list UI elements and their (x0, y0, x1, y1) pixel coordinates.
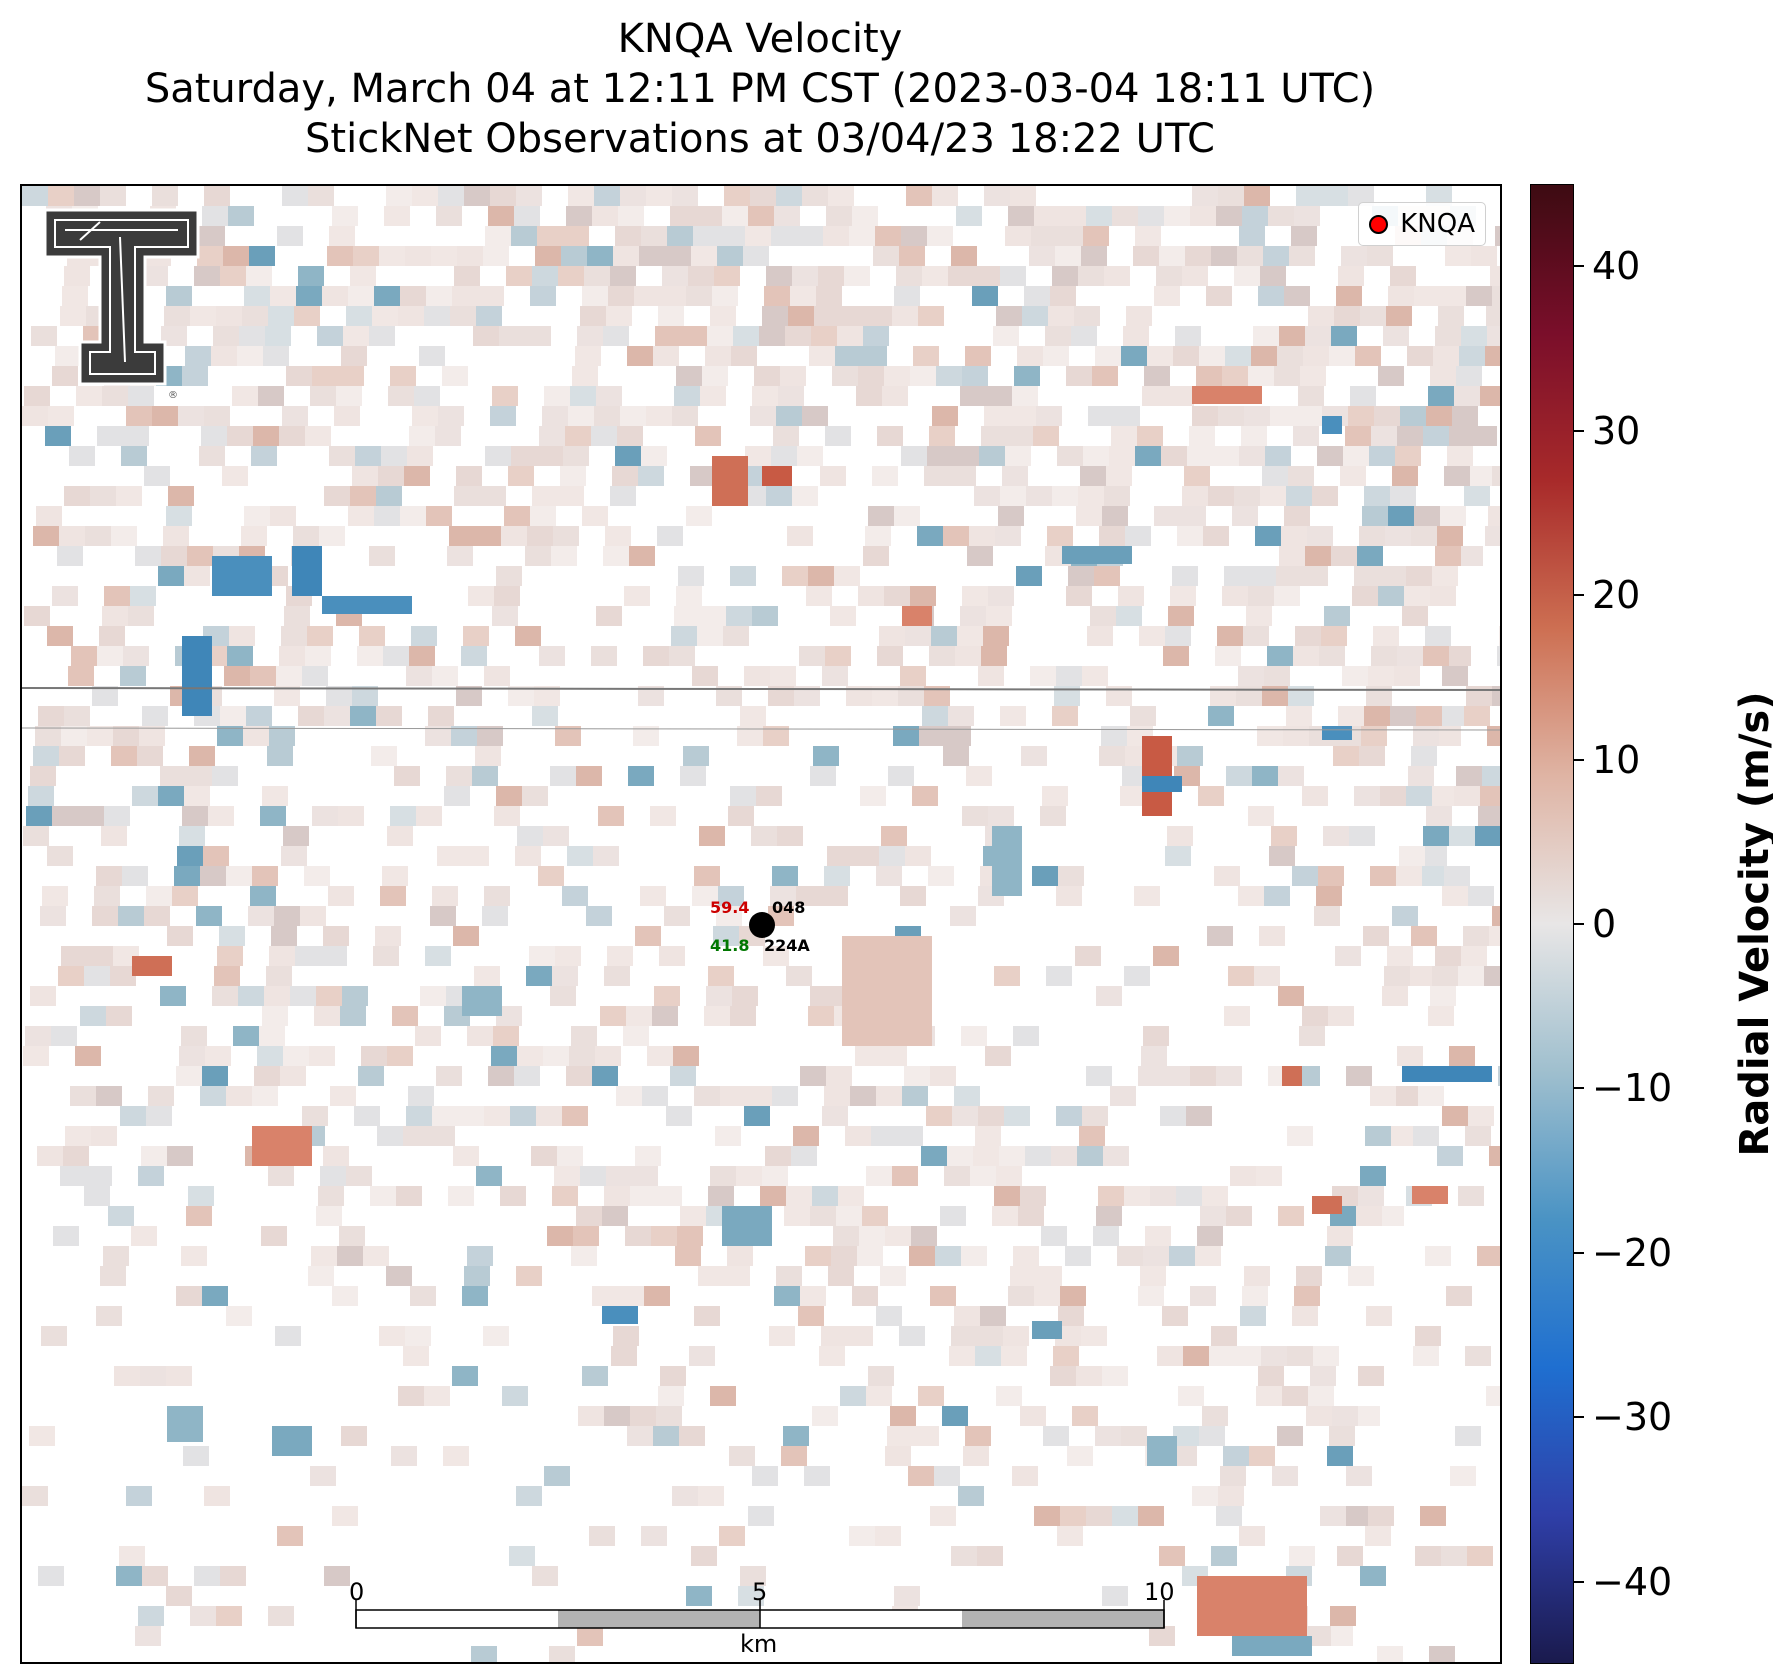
colorbar-tick-label: −40 (1592, 1559, 1673, 1604)
colorbar-tick-mark (1574, 1251, 1584, 1254)
scale-bar-unit: km (740, 1630, 778, 1658)
radar-velocity-field (22, 186, 1500, 1662)
radar-site-marker-icon (1369, 214, 1389, 234)
sticknet-station-marker (749, 912, 775, 938)
station-id-upper: 048 (772, 898, 806, 917)
boundary-line (22, 687, 1500, 691)
colorbar-tick-label: 10 (1592, 737, 1641, 782)
boundary-line (22, 727, 1500, 731)
colorbar-tick-label: 30 (1592, 408, 1641, 453)
title-line-radar: KNQA Velocity (617, 16, 903, 62)
colorbar-tick-label: 40 (1592, 244, 1641, 289)
scale-bar-tick-0: 0 (349, 1578, 365, 1606)
colorbar-tick-mark (1574, 594, 1584, 597)
title-line-observations: StickNet Observations at 03/04/23 18:22 … (305, 116, 1215, 162)
legend-label: KNQA (1400, 209, 1475, 239)
station-value-green: 41.8 (710, 936, 750, 955)
radar-map[interactable]: ® KNQA 59.4 048 41.8 224A 0 5 10 km (20, 184, 1502, 1664)
title-line-datetime: Saturday, March 04 at 12:11 PM CST (2023… (144, 66, 1376, 112)
colorbar-tick-label: −20 (1592, 1230, 1673, 1275)
scale-bar-tick-5: 5 (752, 1578, 768, 1606)
registered-mark: ® (168, 390, 178, 401)
map-legend: KNQA (1358, 202, 1486, 246)
velocity-colorbar (1530, 184, 1574, 1664)
station-id-lower: 224A (764, 936, 810, 955)
colorbar-tick-label: −30 (1592, 1395, 1673, 1440)
colorbar-tick-label: 0 (1592, 902, 1617, 946)
colorbar-tick-mark (1574, 1580, 1584, 1583)
colorbar-title: Radial Velocity (m/s) (1732, 691, 1773, 1157)
colorbar-tick-label: −10 (1592, 1066, 1673, 1111)
colorbar-tick-mark (1574, 265, 1584, 268)
scale-bar-tick-10: 10 (1144, 1578, 1175, 1606)
colorbar-tick-label: 20 (1592, 573, 1641, 618)
colorbar-tick-mark (1574, 923, 1584, 925)
colorbar-tick-mark (1574, 758, 1584, 761)
station-value-red: 59.4 (710, 898, 750, 917)
texas-tech-double-t-logo: ® (40, 202, 210, 406)
colorbar-tick-mark (1574, 429, 1584, 432)
colorbar-tick-mark (1574, 1416, 1584, 1419)
figure-title: KNQA Velocity Saturday, March 04 at 12:1… (0, 14, 1520, 164)
colorbar-tick-mark (1574, 1087, 1584, 1090)
